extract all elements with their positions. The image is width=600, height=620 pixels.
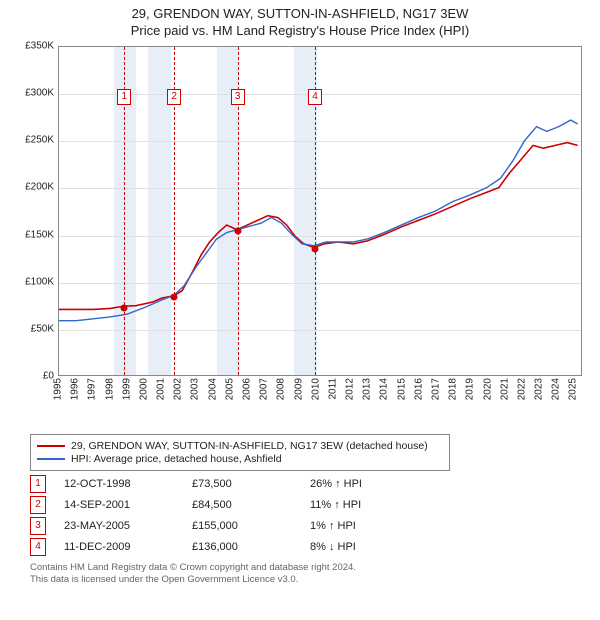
table-row: 3 23-MAY-2005 £155,000 1% ↑ HPI: [30, 517, 590, 535]
x-tick-label: 2006: [241, 378, 252, 400]
transaction-price: £73,500: [192, 478, 292, 490]
x-tick-label: 2023: [534, 378, 545, 400]
chart-marker-label: 3: [231, 89, 245, 105]
transaction-price: £136,000: [192, 541, 292, 553]
transactions-table: 1 12-OCT-1998 £73,500 26% ↑ HPI 2 14-SEP…: [30, 475, 590, 556]
y-tick-label: £0: [8, 371, 54, 382]
transaction-date: 12-OCT-1998: [64, 478, 174, 490]
y-tick-label: £300K: [8, 88, 54, 99]
x-tick-label: 2011: [327, 378, 338, 400]
chart-marker-label: 2: [167, 89, 181, 105]
chart-title-block: 29, GRENDON WAY, SUTTON-IN-ASHFIELD, NG1…: [10, 6, 590, 38]
x-tick-label: 2005: [224, 378, 235, 400]
x-tick-label: 2001: [156, 378, 167, 400]
transaction-date: 23-MAY-2005: [64, 520, 174, 532]
footer-line-2: This data is licensed under the Open Gov…: [30, 574, 590, 586]
table-row: 4 11-DEC-2009 £136,000 8% ↓ HPI: [30, 538, 590, 556]
legend-swatch-hpi: [37, 458, 65, 460]
y-tick-label: £50K: [8, 323, 54, 334]
x-tick-label: 2015: [396, 378, 407, 400]
transaction-marker-2: 2: [30, 496, 46, 514]
legend-item-price-paid: 29, GRENDON WAY, SUTTON-IN-ASHFIELD, NG1…: [37, 440, 443, 452]
transaction-marker-1: 1: [30, 475, 46, 493]
x-tick-label: 2018: [448, 378, 459, 400]
footer-line-1: Contains HM Land Registry data © Crown c…: [30, 562, 590, 574]
x-tick-label: 2002: [173, 378, 184, 400]
x-tick-label: 2021: [499, 378, 510, 400]
legend: 29, GRENDON WAY, SUTTON-IN-ASHFIELD, NG1…: [30, 434, 450, 471]
legend-item-hpi: HPI: Average price, detached house, Ashf…: [37, 453, 443, 465]
transaction-price: £155,000: [192, 520, 292, 532]
transaction-pct: 1% ↑ HPI: [310, 520, 420, 532]
transaction-date: 11-DEC-2009: [64, 541, 174, 553]
transaction-pct: 8% ↓ HPI: [310, 541, 420, 553]
x-tick-label: 2016: [413, 378, 424, 400]
table-row: 2 14-SEP-2001 £84,500 11% ↑ HPI: [30, 496, 590, 514]
y-tick-label: £200K: [8, 182, 54, 193]
y-tick-label: £250K: [8, 135, 54, 146]
legend-label-price-paid: 29, GRENDON WAY, SUTTON-IN-ASHFIELD, NG1…: [71, 440, 428, 452]
chart: £0 £50K £100K £150K £200K £250K £300K £350K 1 2 3…: [10, 42, 590, 432]
x-tick-label: 2010: [310, 378, 321, 400]
x-tick-label: 2004: [207, 378, 218, 400]
y-tick-label: £150K: [8, 229, 54, 240]
y-tick-label: £100K: [8, 276, 54, 287]
x-tick-label: 2000: [138, 378, 149, 400]
x-tick-label: 2020: [482, 378, 493, 400]
transaction-pct: 11% ↑ HPI: [310, 499, 420, 511]
footer: Contains HM Land Registry data © Crown c…: [30, 562, 590, 586]
chart-marker-label: 1: [117, 89, 131, 105]
transaction-marker-3: 3: [30, 517, 46, 535]
transaction-pct: 26% ↑ HPI: [310, 478, 420, 490]
x-tick-label: 2014: [379, 378, 390, 400]
table-row: 1 12-OCT-1998 £73,500 26% ↑ HPI: [30, 475, 590, 493]
x-tick-label: 1995: [53, 378, 64, 400]
x-tick-label: 1998: [104, 378, 115, 400]
x-tick-label: 2025: [568, 378, 579, 400]
x-axis: 1995199619971998199920002001200220032004…: [58, 378, 582, 432]
x-tick-label: 2013: [362, 378, 373, 400]
title-line-1: 29, GRENDON WAY, SUTTON-IN-ASHFIELD, NG1…: [10, 6, 590, 21]
x-tick-label: 1999: [121, 378, 132, 400]
transaction-date: 14-SEP-2001: [64, 499, 174, 511]
chart-marker-label: 4: [308, 89, 322, 105]
transaction-price: £84,500: [192, 499, 292, 511]
x-tick-label: 2022: [516, 378, 527, 400]
x-tick-label: 2024: [551, 378, 562, 400]
x-tick-label: 2019: [465, 378, 476, 400]
transaction-marker-4: 4: [30, 538, 46, 556]
x-tick-label: 1997: [87, 378, 98, 400]
x-tick-label: 2007: [259, 378, 270, 400]
y-axis: £0£50K£100K£150K£200K£250K£300K£350K: [10, 46, 56, 376]
x-tick-label: 2009: [293, 378, 304, 400]
x-tick-label: 2012: [345, 378, 356, 400]
x-tick-label: 2008: [276, 378, 287, 400]
legend-label-hpi: HPI: Average price, detached house, Ashf…: [71, 453, 282, 465]
title-line-2: Price paid vs. HM Land Registry's House …: [10, 23, 590, 38]
x-tick-label: 1996: [70, 378, 81, 400]
x-tick-label: 2003: [190, 378, 201, 400]
x-tick-label: 2017: [430, 378, 441, 400]
plot-area: 1 2 3 4: [58, 46, 582, 376]
legend-swatch-price-paid: [37, 445, 65, 447]
y-tick-label: £350K: [8, 41, 54, 52]
